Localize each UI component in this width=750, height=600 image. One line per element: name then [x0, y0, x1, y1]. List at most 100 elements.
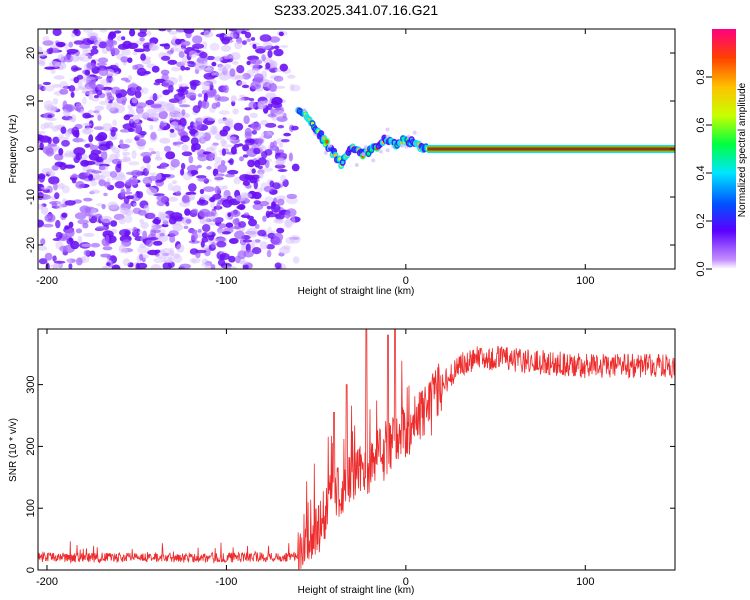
spectrogram-noise-blob	[261, 131, 273, 139]
spectrogram-noise-blob	[57, 54, 65, 61]
spectrogram-noise-blob	[253, 73, 264, 83]
spectrogram-noise-blob	[251, 168, 256, 174]
spectrogram-noise-blob	[269, 180, 275, 188]
spectrogram-noise-blob	[65, 104, 75, 112]
spectrogram-noise-blob	[57, 183, 65, 190]
spectrogram-noise-blob	[81, 128, 92, 135]
spectrogram-transition-noise	[385, 127, 390, 132]
spectrogram-noise-blob	[42, 40, 54, 46]
spectrogram-noise-blob	[244, 138, 255, 146]
spectrogram-noise-blob	[105, 68, 114, 77]
spectrogram-noise-blob	[151, 223, 156, 231]
spectrogram-noise-blob	[52, 136, 60, 144]
spectrogram-noise-blob	[202, 224, 211, 232]
spectrogram-noise-blob	[178, 125, 183, 130]
snr-y-tick-label: 300	[25, 375, 37, 393]
spectrogram-noise-blob	[167, 196, 179, 202]
spectrogram-noise-blob	[247, 159, 256, 168]
spectrogram-noise-blob	[152, 224, 162, 229]
spectrogram-y-axis-label: Frequency (Hz)	[8, 115, 19, 184]
spectrogram-noise-blob	[68, 41, 73, 48]
spectrogram-noise-blob	[168, 30, 178, 35]
spectrogram-noise-blob	[72, 137, 84, 143]
spectrogram-noise-blob	[135, 134, 145, 139]
spectrogram-noise-blob	[265, 122, 277, 128]
spectrogram-noise-blob	[95, 225, 108, 231]
spectrogram-noise-blob	[262, 41, 273, 50]
spectrogram-transition-noise	[323, 150, 328, 155]
spectrogram-x-axis-label: Height of straight line (km)	[298, 286, 415, 297]
spectrogram-noise-blob	[76, 257, 83, 266]
spectrogram-noise-blob	[120, 188, 126, 198]
spectrogram-noise-blob	[57, 136, 70, 141]
spectrogram-noise-blob	[51, 84, 62, 88]
spectrogram-noise-blob	[129, 29, 136, 37]
spectrogram-noise-blob	[174, 47, 187, 53]
spectrogram-noise-blob	[261, 78, 270, 88]
spectrogram-noise-blob	[273, 75, 284, 82]
spectrogram-noise-blob	[40, 186, 50, 190]
spectrogram-noise-blob	[75, 181, 85, 189]
spectrogram-noise-blob	[178, 51, 185, 58]
spectrogram-noise-blob	[275, 213, 285, 220]
spectrogram-noise-blob	[215, 173, 225, 177]
spectrogram-noise-blob	[82, 96, 87, 105]
spectrogram-noise-blob	[68, 237, 73, 243]
spectrogram-noise-blob	[265, 212, 278, 218]
spectrogram-noise-blob	[273, 45, 280, 50]
spectrogram-noise-blob	[278, 31, 284, 37]
spectrogram-noise-blob	[214, 71, 224, 77]
spectrogram-noise-blob	[44, 252, 53, 261]
spectrogram-noise-blob	[139, 253, 144, 261]
spectrogram-noise-blob	[192, 43, 205, 49]
spectrogram-noise-blob	[40, 238, 46, 246]
spectrogram-transition-cell	[338, 157, 342, 161]
spectrogram-noise-blob	[277, 198, 285, 206]
spectrogram-noise-blob	[277, 110, 284, 118]
spectrogram-noise-blob	[269, 145, 280, 151]
spectrogram-noise-blob	[207, 117, 216, 122]
spectrogram-noise-blob	[63, 54, 74, 63]
spectrogram-noise-blob	[40, 85, 46, 92]
spectrogram-x-tick-label: -200	[36, 275, 58, 287]
spectrogram-noise-blob	[140, 151, 152, 158]
spectrogram-noise-blob	[195, 63, 206, 70]
spectrogram-noise-blob	[51, 202, 58, 209]
spectrogram-noise-blob	[66, 258, 71, 262]
spectrogram-noise-blob	[192, 105, 201, 114]
spectrogram-noise-blob	[58, 148, 64, 156]
spectrogram-transition-cell	[319, 131, 323, 136]
spectrogram-noise-blob	[248, 218, 257, 227]
spectrogram-noise-blob	[257, 100, 267, 110]
spectrogram-noise-blob	[74, 102, 82, 107]
spectrogram-noise-blob	[74, 212, 87, 220]
spectrogram-noise-blob	[200, 138, 207, 144]
spectrogram-noise-blob	[70, 33, 76, 38]
spectrogram-noise-blob	[228, 255, 236, 263]
spectrogram-y-tick-label: 0	[25, 146, 37, 152]
spectrogram-noise-blob	[173, 253, 181, 259]
spectrogram-noise-blob	[185, 218, 192, 224]
spectrogram-noise-blob	[88, 134, 94, 143]
spectrogram-noise-blob	[179, 263, 192, 269]
spectrogram-noise-blob	[228, 238, 239, 244]
spectrogram-noise-blob	[291, 125, 299, 131]
spectrogram-noise-blob	[214, 133, 223, 141]
spectrogram-noise-blob	[291, 163, 300, 172]
spectrogram-noise-blob	[249, 112, 258, 119]
spectrogram-noise-blob	[42, 36, 50, 42]
spectrogram-noise-blob	[73, 40, 85, 45]
spectrogram-noise-blob	[178, 75, 183, 82]
spectrogram-noise-blob	[147, 212, 156, 220]
spectrogram-noise-blob	[176, 190, 182, 197]
spectrogram-noise-blob	[199, 51, 208, 59]
spectrogram-noise-blob	[248, 101, 257, 109]
spectrogram-noise-blob	[94, 76, 103, 80]
spectrogram-noise-blob	[110, 44, 115, 53]
spectrogram-noise-blob	[178, 83, 188, 88]
spectrogram-noise-blob	[212, 218, 223, 223]
spectrogram-noise-blob	[196, 164, 202, 169]
spectrogram-noise-blob	[202, 117, 215, 126]
spectrogram-noise-blob	[180, 168, 185, 176]
spectrogram-noise-blob	[203, 211, 215, 217]
